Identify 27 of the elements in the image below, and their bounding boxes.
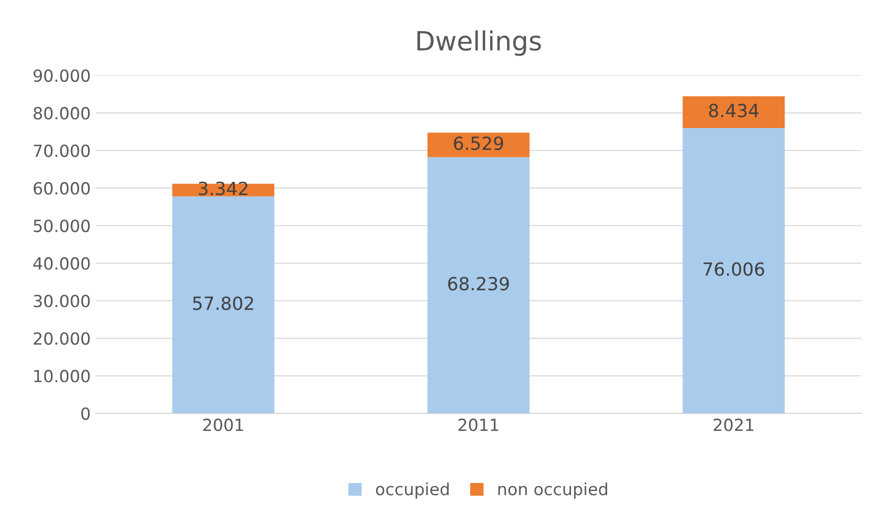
data-label: 3.342 <box>198 182 248 196</box>
data-label: 57.802 <box>193 296 254 310</box>
y-tick-label: 60.000 <box>34 182 90 195</box>
bar <box>427 132 530 158</box>
legend-label: occupied <box>376 482 449 499</box>
data-label: 6.529 <box>454 136 504 150</box>
y-tick-label: 10.000 <box>34 370 90 382</box>
bar <box>682 96 785 128</box>
x-tick-label: 2001 <box>203 418 243 432</box>
legend-label: non occupied <box>498 482 608 499</box>
y-tick-label: 40.000 <box>33 257 90 270</box>
bar <box>172 196 274 414</box>
data-label: 68.239 <box>448 276 509 290</box>
bar <box>682 128 785 414</box>
y-tick-label: 70.000 <box>34 144 90 158</box>
chart-title: Dwellings <box>417 30 541 56</box>
x-tick-label: 2011 <box>458 418 498 432</box>
y-tick-label: 90.000 <box>34 69 90 82</box>
y-tick-label: 20.000 <box>34 332 90 345</box>
data-label: 8.434 <box>709 104 759 118</box>
bar <box>427 157 530 414</box>
y-tick-label: 0 <box>81 407 90 420</box>
x-tick-label: 2021 <box>714 418 754 432</box>
y-tick-label: 50.000 <box>34 220 90 232</box>
y-tick-label: 30.000 <box>34 294 90 308</box>
data-label: 76.006 <box>704 262 764 276</box>
y-tick-label: 80.000 <box>34 106 90 120</box>
